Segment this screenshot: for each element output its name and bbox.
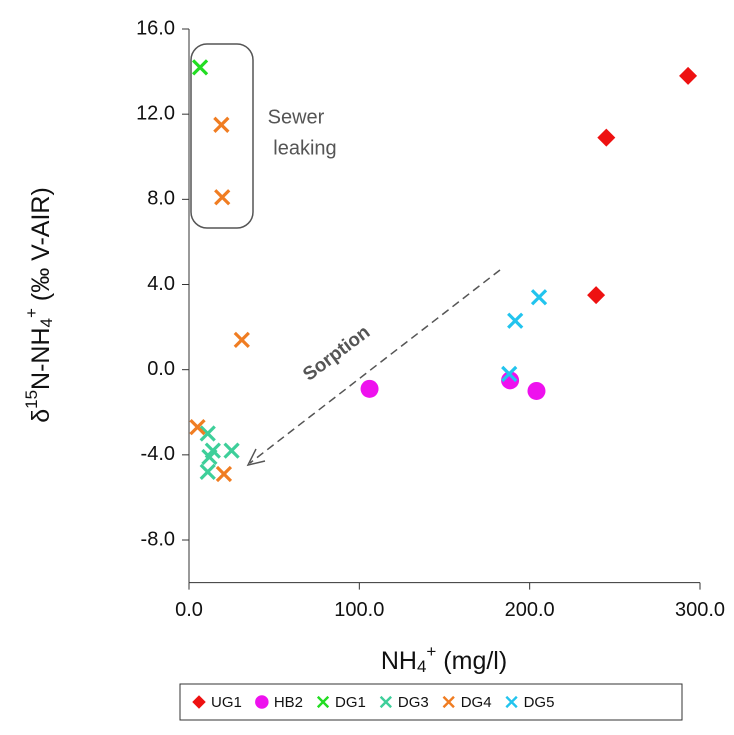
annotation: Sewer [268,106,325,128]
y-tick-label: 4.0 [147,273,175,295]
legend-label: HB2 [274,694,303,711]
point [501,365,518,383]
legend-marker [255,695,269,709]
point [360,379,379,398]
legend-marker [192,695,206,709]
point [199,425,216,442]
legend-label: DG5 [524,694,555,711]
point [223,442,240,459]
point [214,189,231,206]
label-part: NH [381,647,417,675]
point [191,59,209,76]
legend-marker [379,695,392,709]
label-part: (mg/l) [436,647,507,675]
point [597,128,616,147]
legend-marker [505,695,518,709]
y-tick-label: 12.0 [136,102,175,124]
point [530,289,548,306]
annotation-box [190,43,254,229]
legend-marker [316,695,330,709]
legend-label: UG1 [211,694,242,711]
x-axis-label: NH4+ (mg/l) [381,642,507,676]
legend-marker [442,695,455,709]
x-tick-label: 300.0 [675,599,725,621]
y-tick-label: -8.0 [141,528,175,550]
point [215,465,233,483]
y-tick-label: -4.0 [141,443,175,465]
label-part: (‰ V-AIR) [27,187,55,308]
point [213,116,230,133]
point [527,381,546,400]
y-axis-label: δ15N-NH4+ (‰ V-AIR) [22,187,56,423]
annotation: leaking [273,137,336,159]
label-part: N-NH [27,327,55,390]
sorption-arrow [249,269,501,464]
point [507,312,524,329]
y-tick-label: 0.0 [147,358,175,380]
y-tick-label: 16.0 [136,17,175,39]
arrow-head [246,448,266,467]
label-part: 4 [417,657,426,676]
point [189,419,206,436]
legend-box [179,683,683,721]
label-part: + [426,642,436,661]
point [233,331,250,348]
legend-label: DG3 [398,694,429,711]
legend-label: DG4 [461,694,492,711]
x-tick-label: 100.0 [334,599,384,621]
label-part: δ [27,409,55,423]
label-part: 4 [37,318,56,327]
point [199,463,216,481]
point [201,448,218,466]
x-tick-label: 200.0 [505,599,555,621]
point [679,66,698,85]
label-part: + [22,308,41,318]
point [587,286,606,305]
legend-label: DG1 [335,694,366,711]
y-tick-label: 8.0 [147,188,175,210]
x-tick-label: 0.0 [175,599,203,621]
label-part: 15 [22,390,41,409]
